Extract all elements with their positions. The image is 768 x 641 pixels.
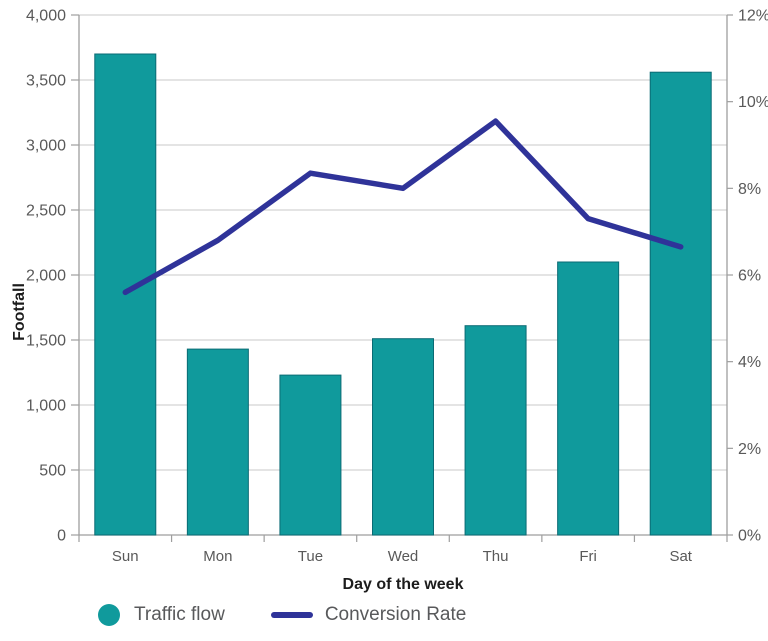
conversion-rate-line: [122, 118, 684, 296]
bar-thu: [464, 325, 527, 536]
y-right-tick-label: 8%: [738, 181, 761, 198]
bar-series-traffic-flow: [94, 53, 712, 536]
y-left-tick-label: 4,000: [26, 8, 66, 25]
legend-item-traffic-flow: Traffic flow: [98, 604, 225, 626]
bar-tue: [279, 374, 342, 536]
y-right-tick-label: 10%: [738, 94, 768, 111]
traffic-flow-marker-icon: [98, 604, 120, 626]
legend-label-conversion-rate: Conversion Rate: [324, 604, 467, 625]
y-right-tick-label: 4%: [738, 354, 761, 371]
x-tick-label-fri: Fri: [579, 548, 597, 565]
y-left-tick-label: 1,500: [26, 333, 66, 350]
y-left-tick-label: 2,000: [26, 268, 66, 285]
bar-wed: [372, 338, 434, 536]
x-axis-title: Day of the week: [343, 576, 464, 593]
x-tick-label-mon: Mon: [203, 548, 232, 565]
legend: Traffic flow Conversion Rate: [98, 601, 466, 629]
y-right-tick-label: 0%: [738, 528, 761, 545]
y-left-tick-label: 1,000: [26, 398, 66, 415]
y-axis-title: Footfall: [11, 283, 28, 341]
y-left-tick-label: 0: [57, 528, 66, 545]
y-right-tick-label: 2%: [738, 441, 761, 458]
y-right-tick-label: 12%: [738, 8, 768, 25]
legend-item-conversion-rate: Conversion Rate: [270, 604, 467, 626]
x-tick-label-sat: Sat: [669, 548, 692, 565]
y-left-tick-label: 3,500: [26, 73, 66, 90]
x-tick-label-wed: Wed: [388, 548, 419, 565]
x-tick-label-tue: Tue: [298, 548, 323, 565]
y-right-tick-label: 6%: [738, 268, 761, 285]
bar-sat: [649, 71, 712, 536]
bar-fri: [557, 261, 620, 536]
conversion-rate-marker-icon: [270, 612, 313, 618]
x-tick-label-thu: Thu: [483, 548, 509, 565]
legend-label-traffic-flow: Traffic flow: [134, 604, 225, 625]
y-left-tick-label: 500: [39, 463, 66, 480]
x-tick-label-sun: Sun: [112, 548, 139, 565]
y-left-tick-label: 3,000: [26, 138, 66, 155]
line-series-conversion-rate: [122, 118, 684, 296]
tick-labels: 0 500 1,000 1,500 2,000 2,500 3,000 3,500 4,000 0…: [26, 8, 768, 566]
bar-mon: [186, 348, 249, 536]
y-left-tick-label: 2,500: [26, 203, 66, 220]
